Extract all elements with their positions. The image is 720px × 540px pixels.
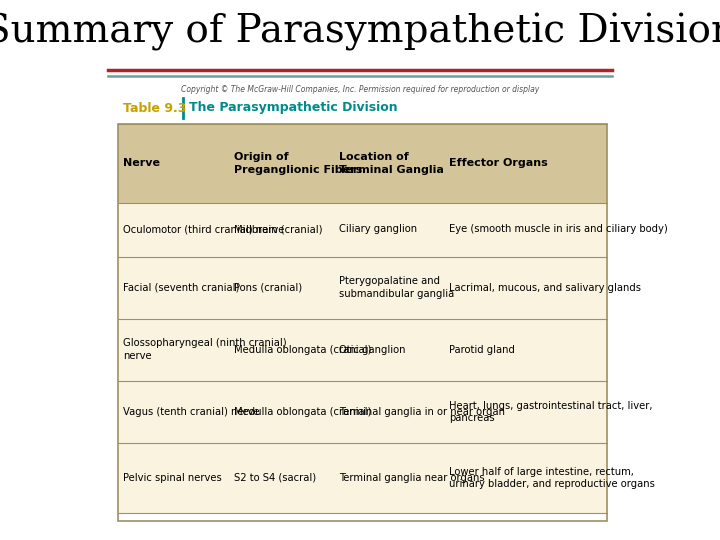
- Text: Location of
Terminal Ganglia: Location of Terminal Ganglia: [339, 152, 444, 174]
- Text: Glossopharyngeal (ninth cranial)
nerve: Glossopharyngeal (ninth cranial) nerve: [123, 339, 287, 361]
- FancyBboxPatch shape: [118, 381, 607, 443]
- Text: S2 to S4 (sacral): S2 to S4 (sacral): [234, 473, 316, 483]
- Text: Vagus (tenth cranial) nerve: Vagus (tenth cranial) nerve: [123, 407, 260, 417]
- Text: Medulla oblongata (cranial): Medulla oblongata (cranial): [234, 407, 372, 417]
- Text: Lacrimal, mucous, and salivary glands: Lacrimal, mucous, and salivary glands: [449, 282, 642, 293]
- Text: Lower half of large intestine, rectum,
urinary bladder, and reproductive organs: Lower half of large intestine, rectum, u…: [449, 467, 655, 489]
- Text: Oculomotor (third cranial) nerve: Oculomotor (third cranial) nerve: [123, 225, 284, 234]
- Text: Medulla oblongata (cranial): Medulla oblongata (cranial): [234, 345, 372, 355]
- FancyBboxPatch shape: [118, 256, 607, 319]
- Text: Nerve: Nerve: [123, 158, 161, 168]
- FancyBboxPatch shape: [118, 443, 607, 513]
- Text: Midbrain (cranial): Midbrain (cranial): [234, 225, 323, 234]
- Text: Eye (smooth muscle in iris and ciliary body): Eye (smooth muscle in iris and ciliary b…: [449, 225, 668, 234]
- FancyBboxPatch shape: [118, 124, 607, 202]
- Text: Copyright © The McGraw-Hill Companies, Inc. Permission required for reproduction: Copyright © The McGraw-Hill Companies, I…: [181, 85, 539, 93]
- Text: Pelvic spinal nerves: Pelvic spinal nerves: [123, 473, 222, 483]
- Text: Origin of
Preganglionic Fibers: Origin of Preganglionic Fibers: [234, 152, 362, 174]
- FancyBboxPatch shape: [118, 202, 607, 256]
- Text: Pons (cranial): Pons (cranial): [234, 282, 302, 293]
- FancyBboxPatch shape: [118, 319, 607, 381]
- Text: Terminal ganglia in or near organ: Terminal ganglia in or near organ: [339, 407, 505, 417]
- Text: Pterygopalatine and
submandibular ganglia: Pterygopalatine and submandibular gangli…: [339, 276, 454, 299]
- Text: Table 9.3: Table 9.3: [123, 102, 186, 114]
- Text: Summary of Parasympathetic Division: Summary of Parasympathetic Division: [0, 14, 720, 51]
- Text: Parotid gland: Parotid gland: [449, 345, 516, 355]
- Text: Heart, lungs, gastrointestinal tract, liver,
pancreas: Heart, lungs, gastrointestinal tract, li…: [449, 401, 653, 423]
- Text: Terminal ganglia near organs: Terminal ganglia near organs: [339, 473, 485, 483]
- Text: Facial (seventh cranial): Facial (seventh cranial): [123, 282, 240, 293]
- Text: Effector Organs: Effector Organs: [449, 158, 548, 168]
- Text: Otic ganglion: Otic ganglion: [339, 345, 405, 355]
- Text: The Parasympathetic Division: The Parasympathetic Division: [189, 102, 397, 114]
- Text: Ciliary ganglion: Ciliary ganglion: [339, 225, 417, 234]
